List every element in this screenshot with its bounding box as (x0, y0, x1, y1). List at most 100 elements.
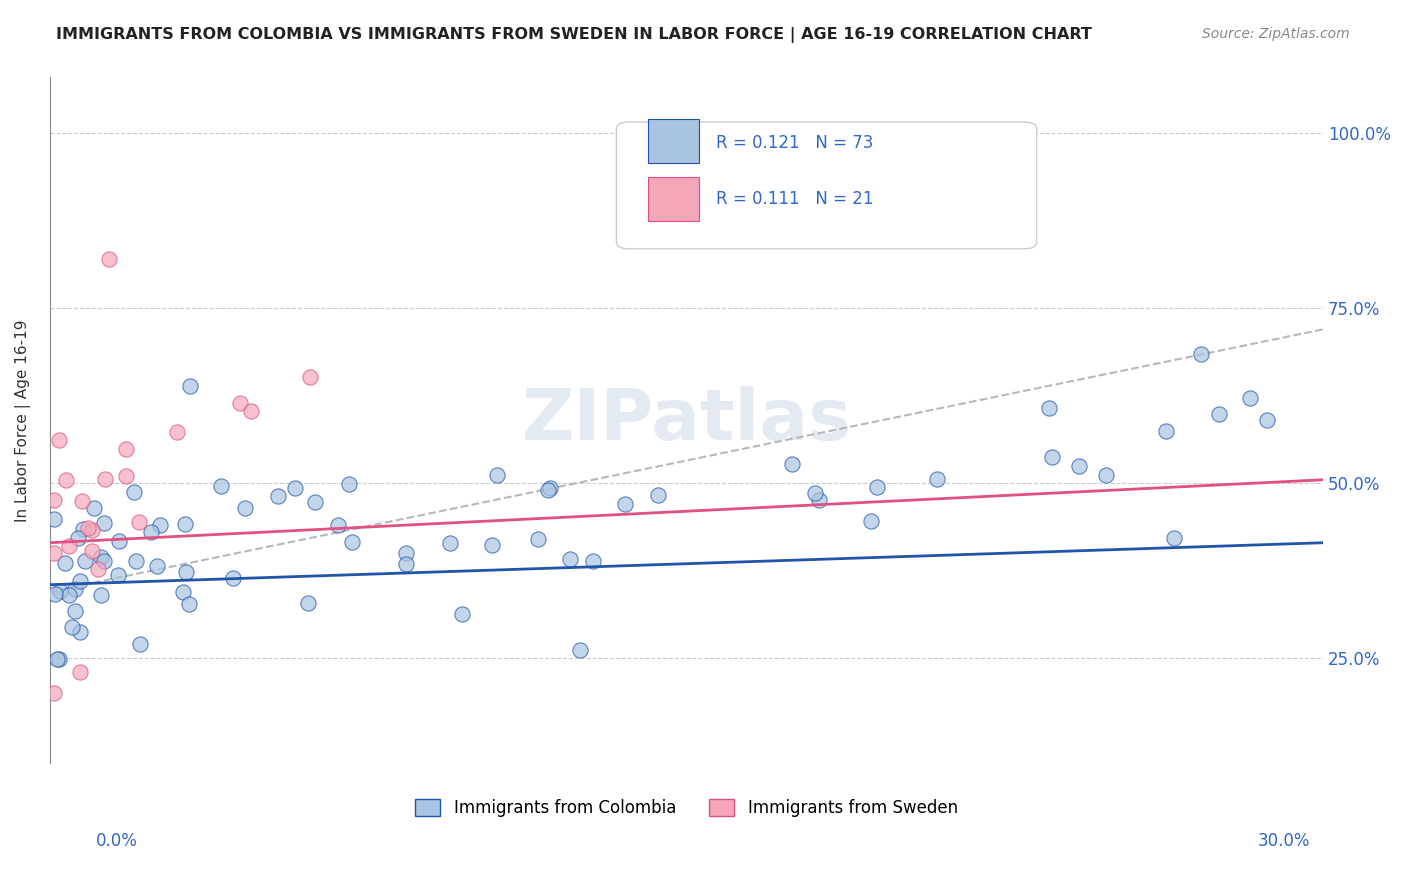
Point (108, 534, 131, 549)
Point (63, 604, 86, 618)
Point (90, 588, 112, 602)
Point (63, 582, 86, 596)
Point (60, 619, 83, 633)
Point (304, 495, 326, 509)
Point (42, 686, 65, 700)
Point (83, 501, 105, 516)
Point (42, 546, 65, 560)
Point (1189, 347, 1212, 361)
Text: ZIPatlas: ZIPatlas (522, 385, 852, 455)
Point (87, 562, 110, 576)
Point (804, 486, 827, 500)
Point (267, 489, 290, 503)
Point (174, 516, 197, 531)
Point (44, 587, 66, 601)
Point (72, 522, 94, 536)
Text: Source: ZipAtlas.com: Source: ZipAtlas.com (1202, 27, 1350, 41)
Point (48, 433, 70, 447)
Point (82, 524, 104, 538)
Point (221, 571, 243, 585)
Point (229, 396, 252, 410)
Point (560, 552, 582, 566)
Point (647, 488, 669, 502)
Point (122, 484, 145, 499)
Point (582, 554, 605, 568)
Bar (648, 119, 699, 163)
Text: IMMIGRANTS FROM COLOMBIA VS IMMIGRANTS FROM SWEDEN IN LABOR FORCE | AGE 16-19 CO: IMMIGRANTS FROM COLOMBIA VS IMMIGRANTS F… (56, 27, 1092, 43)
Point (614, 498, 637, 512)
Point (481, 538, 503, 552)
Point (568, 643, 591, 657)
Text: R = 0.111   N = 21: R = 0.111 N = 21 (716, 191, 873, 209)
Point (58, 588, 80, 602)
Point (129, 637, 152, 651)
Point (82, 544, 104, 558)
Point (45, 651, 67, 665)
Point (72, 494, 94, 508)
Text: 0.0%: 0.0% (96, 831, 138, 849)
Point (239, 404, 262, 418)
Point (98, 252, 121, 267)
Point (128, 515, 150, 529)
Point (55, 473, 77, 487)
Point (174, 566, 197, 580)
Point (58, 539, 80, 553)
Point (1154, 424, 1177, 438)
Point (53, 556, 76, 570)
Point (1069, 459, 1091, 474)
Point (76, 520, 98, 534)
Text: 30.0%: 30.0% (1258, 831, 1310, 849)
Point (66, 532, 89, 546)
Point (75, 554, 97, 568)
Point (177, 597, 200, 611)
Point (48, 652, 70, 666)
Point (866, 480, 889, 494)
Point (1163, 531, 1185, 545)
Point (527, 532, 550, 546)
Point (1040, 450, 1063, 464)
Point (1095, 468, 1118, 483)
Point (439, 536, 461, 550)
Bar (648, 177, 699, 221)
Point (326, 518, 349, 533)
Point (925, 472, 948, 486)
Point (172, 584, 194, 599)
Point (93, 516, 115, 530)
Point (179, 378, 201, 392)
Point (807, 492, 830, 507)
Point (297, 596, 319, 610)
Point (115, 442, 138, 457)
Point (125, 553, 148, 567)
Point (69, 574, 91, 589)
Point (485, 468, 508, 483)
Point (1256, 413, 1278, 427)
Point (107, 568, 129, 582)
Point (146, 558, 169, 573)
Text: R = 0.121   N = 73: R = 0.121 N = 73 (716, 134, 873, 152)
Y-axis label: In Labor Force | Age 16-19: In Labor Force | Age 16-19 (15, 319, 31, 522)
Point (1239, 391, 1261, 405)
Point (149, 517, 172, 532)
Point (166, 425, 188, 440)
Point (337, 476, 360, 491)
Point (1038, 401, 1060, 416)
Point (235, 501, 257, 516)
Point (90, 549, 112, 564)
Point (141, 525, 163, 540)
Legend: Immigrants from Colombia, Immigrants from Sweden: Immigrants from Colombia, Immigrants fro… (409, 792, 965, 823)
Point (69, 624, 91, 639)
Point (395, 546, 418, 560)
Point (94, 472, 117, 486)
Point (860, 515, 883, 529)
Point (93, 553, 115, 567)
Point (540, 481, 562, 495)
Point (209, 479, 232, 493)
Point (42, 512, 65, 526)
Point (42, 493, 65, 508)
Point (69, 665, 91, 680)
FancyBboxPatch shape (616, 122, 1036, 249)
Point (340, 535, 363, 549)
Point (115, 468, 138, 483)
Point (450, 607, 472, 622)
Point (1208, 408, 1230, 422)
